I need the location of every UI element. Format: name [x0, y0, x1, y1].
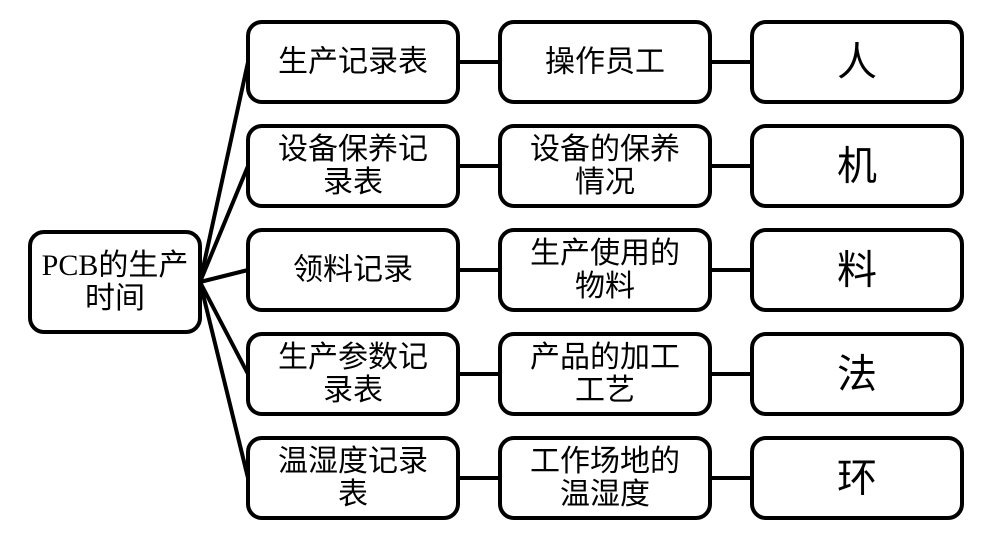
col1-node-0: 生产记录表	[248, 22, 458, 102]
col2-node-1-label: 情况	[575, 166, 635, 199]
col3-node-2: 料	[752, 230, 962, 310]
edge-root-2	[200, 270, 248, 282]
col3-node-0-label: 人	[837, 40, 877, 85]
root-node-label: PCB的生产	[42, 249, 189, 282]
col2-node-4-label: 温湿度	[560, 478, 650, 511]
tree-diagram: PCB的生产时间生产记录表操作员工人设备保养记录表设备的保养情况机领料记录生产使…	[0, 0, 1000, 544]
col1-node-4-label: 温湿度记录	[278, 445, 428, 478]
col3-node-3-label: 法	[837, 352, 877, 397]
col3-node-1-label: 机	[837, 144, 877, 189]
col2-node-4: 工作场地的温湿度	[500, 438, 710, 518]
col1-node-2: 领料记录	[248, 230, 458, 310]
col2-node-1-label: 设备的保养	[530, 133, 680, 166]
col1-node-3-label: 生产参数记	[278, 341, 428, 374]
col2-node-0-label: 操作员工	[545, 46, 665, 79]
col3-node-0: 人	[752, 22, 962, 102]
col2-node-1: 设备的保养情况	[500, 126, 710, 206]
edge-root-3	[200, 282, 248, 374]
col1-node-3: 生产参数记录表	[248, 334, 458, 414]
col2-node-2: 生产使用的物料	[500, 230, 710, 310]
col3-node-1: 机	[752, 126, 962, 206]
col2-node-0: 操作员工	[500, 22, 710, 102]
col3-node-3: 法	[752, 334, 962, 414]
col1-node-4-label: 表	[338, 478, 368, 511]
col1-node-2-label: 领料记录	[293, 254, 413, 287]
root-node-label: 时间	[85, 282, 145, 315]
col1-node-1: 设备保养记录表	[248, 126, 458, 206]
col3-node-4: 环	[752, 438, 962, 518]
edge-root-4	[200, 282, 248, 478]
col3-node-2-label: 料	[837, 248, 877, 293]
col1-node-4: 温湿度记录表	[248, 438, 458, 518]
col1-node-0-label: 生产记录表	[278, 46, 428, 79]
root-node: PCB的生产时间	[30, 232, 200, 332]
col2-node-3: 产品的加工工艺	[500, 334, 710, 414]
edge-root-0	[200, 62, 248, 282]
col2-node-2-label: 生产使用的	[530, 237, 680, 270]
col1-node-1-label: 设备保养记	[278, 133, 428, 166]
col1-node-3-label: 录表	[323, 374, 383, 407]
edge-root-1	[200, 166, 248, 282]
col2-node-4-label: 工作场地的	[530, 445, 680, 478]
col2-node-2-label: 物料	[575, 270, 635, 303]
col2-node-3-label: 工艺	[575, 374, 635, 407]
col2-node-3-label: 产品的加工	[530, 341, 680, 374]
col3-node-4-label: 环	[837, 456, 877, 501]
col1-node-1-label: 录表	[323, 166, 383, 199]
